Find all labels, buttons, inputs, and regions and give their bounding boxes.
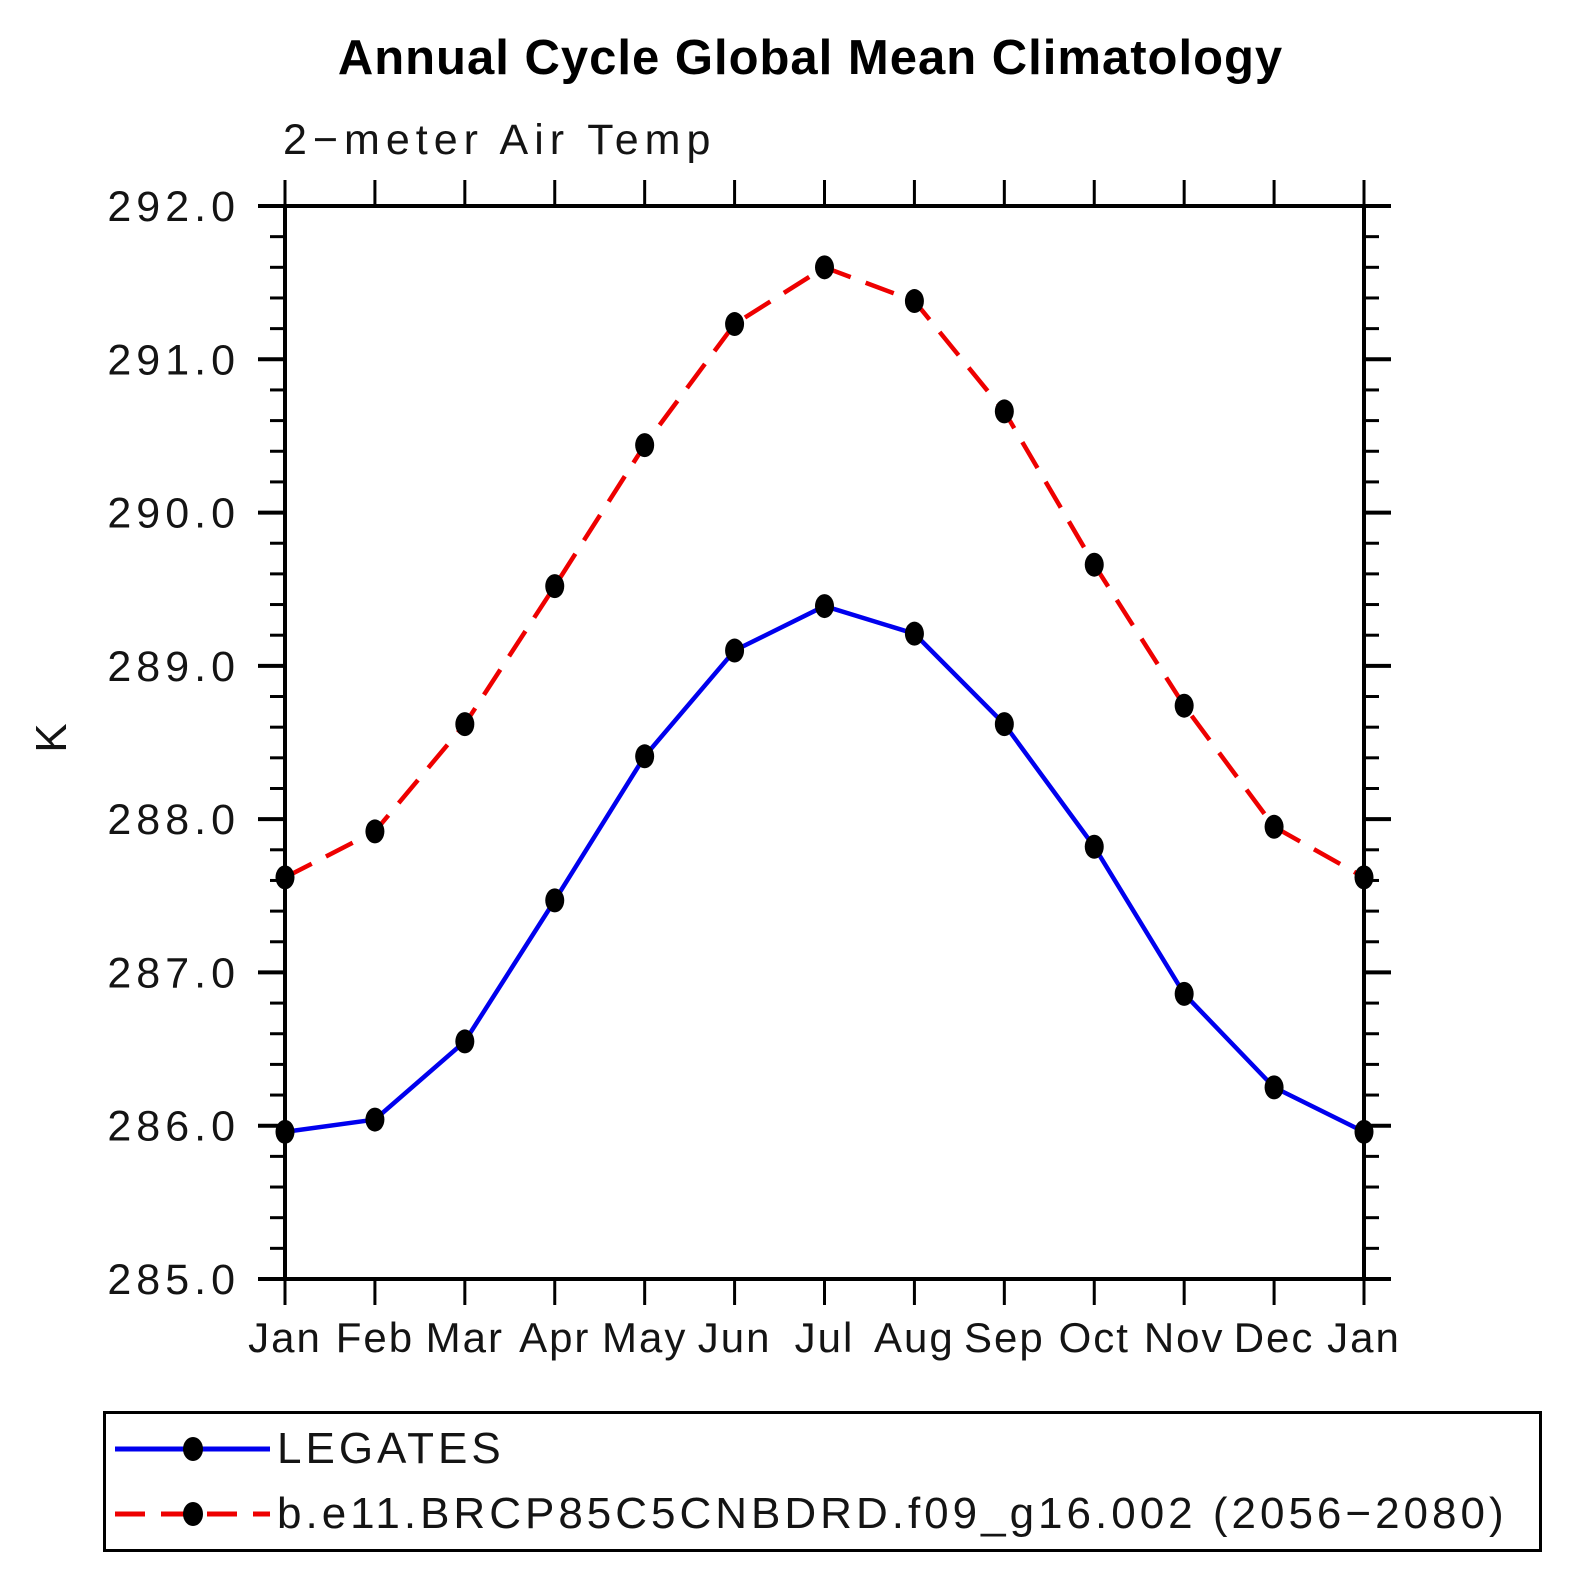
x-tick-label: Jun: [698, 1314, 772, 1361]
data-point-marker: [275, 1119, 295, 1144]
legend-line-sample-dashed: [115, 1502, 270, 1527]
legend-label: LEGATES: [277, 1423, 505, 1473]
data-point-marker: [1354, 865, 1374, 890]
data-point-marker: [904, 621, 924, 646]
y-tick-label: 287.0: [107, 949, 240, 997]
data-point-marker: [545, 574, 565, 599]
data-point-marker: [1264, 1075, 1284, 1100]
plot-border: [283, 204, 1366, 1281]
data-point-marker: [365, 819, 385, 844]
legend-item: b.e11.BRCP85C5CNBDRD.f09_g16.002 (2056−2…: [111, 1483, 1539, 1545]
x-tick-label: Jan: [1327, 1314, 1401, 1361]
x-tick-label: Dec: [1234, 1314, 1315, 1361]
data-point-marker: [725, 638, 745, 663]
data-point-marker: [365, 1107, 385, 1132]
y-tick-label: 292.0: [107, 183, 240, 231]
data-point-marker: [635, 744, 655, 769]
y-tick-label: 291.0: [107, 336, 240, 384]
data-point-marker: [815, 594, 834, 619]
data-point-marker: [1084, 552, 1104, 577]
legend-item: LEGATES: [111, 1418, 1539, 1480]
x-tick-label: May: [602, 1314, 687, 1361]
series-line-solid: [284, 603, 1365, 1135]
data-point-marker: [1174, 693, 1194, 718]
data-point-marker: [1264, 814, 1284, 839]
data-point-marker: [1084, 834, 1104, 859]
chart-title: Annual Cycle Global Mean Climatology: [337, 31, 1284, 85]
data-point-marker: [994, 399, 1014, 424]
x-tick-label: Feb: [336, 1314, 414, 1361]
x-tick-label: Jul: [795, 1314, 855, 1361]
y-tick-label: 288.0: [107, 796, 240, 844]
y-tick-label: 290.0: [107, 490, 240, 538]
x-tick-label: Mar: [426, 1314, 504, 1361]
data-point-marker: [904, 289, 924, 314]
x-tick-label: Jan: [248, 1314, 322, 1361]
data-point-marker: [815, 255, 834, 280]
x-tick-label: Apr: [519, 1314, 590, 1361]
x-tick-label: Oct: [1059, 1314, 1130, 1361]
y-tick-label: 289.0: [107, 643, 240, 691]
data-point-marker: [725, 312, 745, 337]
data-point-marker: [455, 712, 475, 737]
x-tick-label: Sep: [964, 1314, 1045, 1361]
y-tick-label: 285.0: [107, 1256, 240, 1304]
legend-label: b.e11.BRCP85C5CNBDRD.f09_g16.002 (2056−2…: [277, 1489, 1508, 1539]
data-point-marker: [994, 712, 1014, 737]
data-point-marker: [275, 865, 295, 890]
data-point-marker: [1354, 1119, 1374, 1144]
series-line-dashed: [283, 265, 1366, 880]
legend-marker-icon: [183, 1502, 203, 1527]
y-tick-label: 286.0: [107, 1103, 240, 1151]
data-point-marker: [545, 888, 565, 913]
legend-line-sample-solid: [115, 1436, 270, 1461]
data-point-marker: [1174, 981, 1194, 1006]
data-point-marker: [635, 433, 655, 458]
legend-marker-icon: [183, 1436, 203, 1461]
data-point-marker: [455, 1029, 475, 1054]
chart-subtitle: 2−meter Air Temp: [283, 116, 717, 164]
x-tick-label: Aug: [874, 1314, 955, 1361]
x-tick-label: Nov: [1144, 1314, 1225, 1361]
legend: LEGATES b.e11.BRCP85C5CNBDRD.f09_g16.002…: [103, 1411, 1542, 1552]
